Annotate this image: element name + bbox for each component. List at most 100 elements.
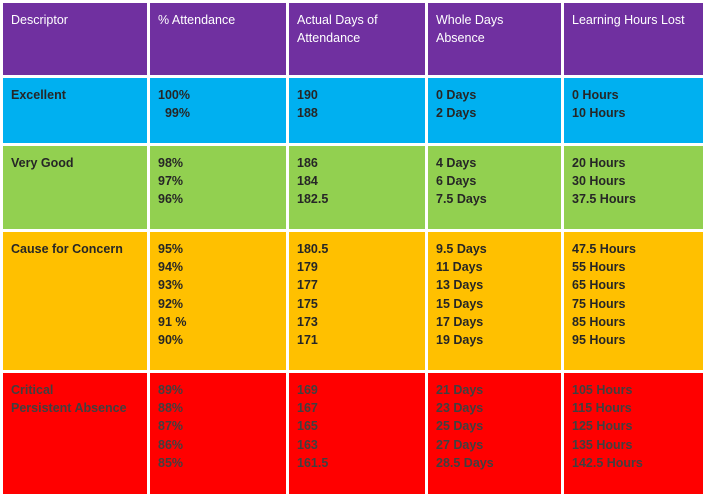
absence-value: 6 Days xyxy=(436,174,477,189)
attendance-cell: 95% 94% 93% 92% 91 % 90% xyxy=(150,232,289,373)
header-actual-days: Actual Days of Attendance xyxy=(289,3,428,78)
actual-days-value: 163 xyxy=(297,437,318,452)
header-absence: Whole Days Absence xyxy=(428,3,564,78)
attendance-table-container: Descriptor % Attendance Actual Days of A… xyxy=(3,3,703,499)
absence-value: 4 Days xyxy=(436,156,477,170)
attendance-value: 85% xyxy=(158,455,184,470)
descriptor-line: Very Good xyxy=(11,156,74,170)
absence-value: 21 Days xyxy=(436,383,484,397)
hours-lost-cell: 105 Hours 115 Hours 125 Hours 135 Hours … xyxy=(564,373,703,494)
actual-days-value: 179 xyxy=(297,260,318,275)
hours-lost-value: 125 Hours xyxy=(572,419,633,434)
attendance-value: 93% xyxy=(158,278,184,293)
attendance-value: 98% xyxy=(158,156,184,170)
attendance-value: 94% xyxy=(158,260,184,275)
hours-lost-value: 95 Hours xyxy=(572,333,626,348)
hours-lost-value: 135 Hours xyxy=(572,437,633,452)
hours-lost-value: 75 Hours xyxy=(572,296,626,311)
absence-value: 9.5 Days xyxy=(436,242,487,256)
hours-lost-value: 20 Hours xyxy=(572,156,626,170)
descriptor-cell: Excellent xyxy=(3,78,150,146)
attendance-value: 99% xyxy=(158,106,190,121)
absence-value: 27 Days xyxy=(436,437,484,452)
absence-cell: 9.5 Days 11 Days 13 Days 15 Days 17 Days… xyxy=(428,232,564,373)
actual-days-value: 188 xyxy=(297,106,318,121)
table-row-very-good: Very Good 98% 97% 96% 186 184 182.5 4 Da… xyxy=(3,146,703,232)
actual-days-value: 175 xyxy=(297,296,318,311)
header-descriptor: Descriptor xyxy=(3,3,150,78)
actual-days-value: 161.5 xyxy=(297,455,329,470)
attendance-value: 90% xyxy=(158,333,184,348)
hours-lost-cell: 47.5 Hours 55 Hours 65 Hours 75 Hours 85… xyxy=(564,232,703,373)
hours-lost-value: 142.5 Hours xyxy=(572,455,643,470)
attendance-value: 95% xyxy=(158,242,184,256)
actual-days-value: 173 xyxy=(297,314,318,329)
actual-days-value: 180.5 xyxy=(297,242,329,256)
actual-days-cell: 180.5 179 177 175 173 171 xyxy=(289,232,428,373)
absence-value: 0 Days xyxy=(436,88,477,102)
header-line: Absence xyxy=(436,31,485,46)
attendance-table: Descriptor % Attendance Actual Days of A… xyxy=(3,3,703,494)
attendance-value: 97% xyxy=(158,174,184,189)
table-row-excellent: Excellent 100% 99% 190 188 0 Days 2 Days… xyxy=(3,78,703,146)
hours-lost-value: 55 Hours xyxy=(572,260,626,275)
actual-days-value: 169 xyxy=(297,383,318,397)
header-row: Descriptor % Attendance Actual Days of A… xyxy=(3,3,703,78)
header-line: Descriptor xyxy=(11,13,68,27)
descriptor-cell: Very Good xyxy=(3,146,150,232)
table-row-critical: Critical Persistent Absence 89% 88% 87% … xyxy=(3,373,703,494)
actual-days-cell: 186 184 182.5 xyxy=(289,146,428,232)
actual-days-value: 177 xyxy=(297,278,318,293)
header-line: Whole Days xyxy=(436,13,504,27)
hours-lost-cell: 0 Hours 10 Hours xyxy=(564,78,703,146)
attendance-cell: 100% 99% xyxy=(150,78,289,146)
header-line: Attendance xyxy=(297,31,361,46)
hours-lost-value: 47.5 Hours xyxy=(572,242,636,256)
attendance-cell: 98% 97% 96% xyxy=(150,146,289,232)
actual-days-value: 171 xyxy=(297,333,318,348)
attendance-value: 86% xyxy=(158,437,184,452)
header-attendance: % Attendance xyxy=(150,3,289,78)
actual-days-value: 165 xyxy=(297,419,318,434)
hours-lost-value: 105 Hours xyxy=(572,383,633,397)
absence-value: 28.5 Days xyxy=(436,455,494,470)
absence-value: 25 Days xyxy=(436,419,484,434)
hours-lost-value: 10 Hours xyxy=(572,106,626,121)
actual-days-value: 184 xyxy=(297,174,318,189)
absence-value: 19 Days xyxy=(436,333,484,348)
absence-value: 17 Days xyxy=(436,314,484,329)
absence-cell: 21 Days 23 Days 25 Days 27 Days 28.5 Day… xyxy=(428,373,564,494)
attendance-value: 100% xyxy=(158,88,190,102)
hours-lost-value: 0 Hours xyxy=(572,88,619,102)
absence-value: 13 Days xyxy=(436,278,484,293)
descriptor-line: Cause for Concern xyxy=(11,242,123,256)
absence-value: 7.5 Days xyxy=(436,192,487,207)
descriptor-cell: Cause for Concern xyxy=(3,232,150,373)
attendance-value: 91 % xyxy=(158,314,187,329)
descriptor-cell: Critical Persistent Absence xyxy=(3,373,150,494)
absence-value: 23 Days xyxy=(436,401,484,416)
actual-days-value: 186 xyxy=(297,156,318,170)
actual-days-value: 167 xyxy=(297,401,318,416)
table-row-cause-for-concern: Cause for Concern 95% 94% 93% 92% 91 % 9… xyxy=(3,232,703,373)
descriptor-line: Critical xyxy=(11,383,54,397)
hours-lost-value: 37.5 Hours xyxy=(572,192,636,207)
attendance-value: 96% xyxy=(158,192,184,207)
absence-value: 11 Days xyxy=(436,260,483,275)
actual-days-cell: 169 167 165 163 161.5 xyxy=(289,373,428,494)
descriptor-line: Persistent Absence xyxy=(11,401,127,416)
attendance-value: 92% xyxy=(158,296,184,311)
attendance-value: 87% xyxy=(158,419,184,434)
hours-lost-cell: 20 Hours 30 Hours 37.5 Hours xyxy=(564,146,703,232)
header-hours-lost: Learning Hours Lost xyxy=(564,3,703,78)
hours-lost-value: 65 Hours xyxy=(572,278,626,293)
hours-lost-value: 85 Hours xyxy=(572,314,626,329)
absence-cell: 0 Days 2 Days xyxy=(428,78,564,146)
actual-days-cell: 190 188 xyxy=(289,78,428,146)
descriptor-line: Excellent xyxy=(11,88,66,102)
attendance-value: 89% xyxy=(158,383,184,397)
absence-value: 15 Days xyxy=(436,296,484,311)
actual-days-value: 190 xyxy=(297,88,318,102)
hours-lost-value: 30 Hours xyxy=(572,174,626,189)
hours-lost-value: 115 Hours xyxy=(572,401,632,416)
